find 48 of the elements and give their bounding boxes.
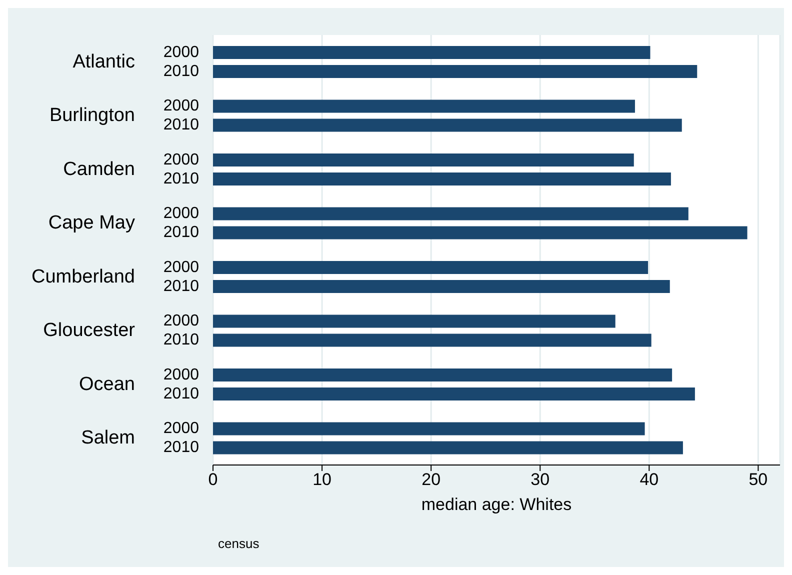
series-label: 2010 [163,62,200,80]
y-tick-label: Salem [81,428,135,449]
bar [213,422,645,436]
bar [213,280,670,293]
bar [213,388,695,400]
x-axis-title: median age: Whites [421,495,572,514]
bar [213,441,683,454]
text: 2010 [163,439,199,456]
y-tick-label: Ocean [79,374,135,395]
y-tick-label: Atlantic [72,51,135,72]
bar [213,172,671,186]
x-tick-label: 20 [422,470,441,490]
text: 2000 [163,151,199,168]
text: 2010 [163,224,199,242]
bar [213,65,698,78]
text: 2010 [163,170,199,188]
bar [213,118,682,132]
y-tick-label: Burlington [49,105,135,126]
text: 2010 [163,332,199,349]
text: 2000 [163,205,199,222]
bar [213,207,688,220]
x-tick-label: 0 [208,470,218,490]
text: 2000 [163,366,199,384]
bar [213,334,652,347]
text: 2000 [163,312,199,330]
text: 2000 [163,258,199,276]
y-tick-label: Gloucester [43,320,136,342]
y-tick-label: Cumberland [32,266,135,288]
bar [213,154,634,166]
y-tick-label: Cape May [48,212,136,234]
bar [213,368,672,382]
text: census [218,536,260,551]
x-tick-label: 30 [530,470,550,490]
text: 2010 [163,116,199,134]
y-tick-label: Camden [63,158,135,180]
text: 2010 [163,385,199,402]
x-tick-label: 40 [640,470,659,490]
text: 2000 [163,420,199,438]
bar [213,46,650,59]
bar [213,314,616,328]
bar [213,100,635,113]
series-label: 2000 [163,44,200,61]
x-tick-label: 50 [748,470,768,490]
bar [213,226,748,240]
text: 2000 [163,98,199,115]
text: 2010 [163,278,199,295]
x-tick-label: 10 [312,470,332,490]
bar [213,261,648,274]
